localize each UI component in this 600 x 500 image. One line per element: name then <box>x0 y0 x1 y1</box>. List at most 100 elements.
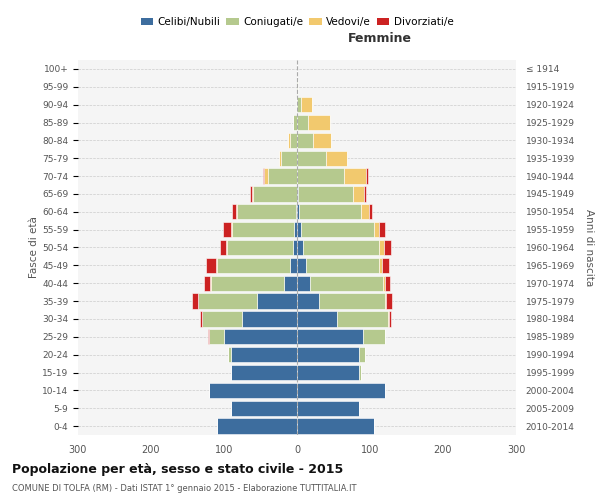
Bar <box>297 329 362 344</box>
Bar <box>200 312 202 326</box>
Bar <box>216 258 217 273</box>
Bar <box>208 329 209 344</box>
Bar <box>232 222 294 237</box>
Bar <box>264 168 268 184</box>
Bar <box>227 240 293 255</box>
Bar <box>364 186 365 202</box>
Bar <box>210 276 211 291</box>
Bar <box>368 204 372 220</box>
Bar <box>293 240 297 255</box>
Bar <box>297 258 306 273</box>
Bar <box>237 204 296 220</box>
Bar <box>296 204 297 220</box>
Bar <box>279 150 280 166</box>
Bar <box>384 240 391 255</box>
Text: COMUNE DI TOLFA (RM) - Dati ISTAT 1° gennaio 2015 - Elaborazione TUTTITALIA.IT: COMUNE DI TOLFA (RM) - Dati ISTAT 1° gen… <box>12 484 356 493</box>
Bar <box>288 133 290 148</box>
Bar <box>232 400 297 416</box>
Bar <box>296 97 297 112</box>
Bar <box>297 133 313 148</box>
Bar <box>232 365 297 380</box>
Bar <box>297 222 301 237</box>
Bar <box>353 186 364 202</box>
Bar <box>198 294 199 308</box>
Bar <box>253 186 297 202</box>
Bar <box>297 204 299 220</box>
Bar <box>257 294 297 308</box>
Bar <box>389 312 391 326</box>
Y-axis label: Fasce di età: Fasce di età <box>29 216 39 278</box>
Bar <box>280 150 281 166</box>
Bar <box>319 294 385 308</box>
Bar <box>303 240 379 255</box>
Bar <box>220 240 226 255</box>
Bar <box>227 347 232 362</box>
Bar <box>290 258 297 273</box>
Bar <box>263 168 264 184</box>
Bar <box>297 383 385 398</box>
Bar <box>232 347 297 362</box>
Bar <box>281 150 297 166</box>
Bar <box>385 276 391 291</box>
Legend: Celibi/Nubili, Coniugati/e, Vedovi/e, Divorziati/e: Celibi/Nubili, Coniugati/e, Vedovi/e, Di… <box>136 12 458 31</box>
Bar <box>297 312 337 326</box>
Bar <box>297 294 319 308</box>
Bar <box>297 115 308 130</box>
Y-axis label: Anni di nascita: Anni di nascita <box>584 209 595 286</box>
Bar <box>224 329 297 344</box>
Bar <box>293 115 297 130</box>
Bar <box>232 204 236 220</box>
Bar <box>374 222 379 237</box>
Bar <box>199 294 257 308</box>
Bar <box>310 276 383 291</box>
Bar <box>359 347 365 362</box>
Bar <box>359 365 361 380</box>
Bar <box>367 168 368 184</box>
Bar <box>386 294 392 308</box>
Bar <box>297 365 359 380</box>
Text: Femmine: Femmine <box>348 32 412 45</box>
Bar <box>297 97 301 112</box>
Bar <box>344 168 367 184</box>
Bar <box>206 258 216 273</box>
Bar <box>301 222 374 237</box>
Bar <box>297 79 298 94</box>
Bar <box>382 258 389 273</box>
Bar <box>202 312 242 326</box>
Bar <box>209 383 297 398</box>
Bar <box>337 312 388 326</box>
Bar <box>223 222 232 237</box>
Bar <box>326 150 347 166</box>
Bar <box>192 294 198 308</box>
Bar <box>383 276 385 291</box>
Bar <box>379 258 382 273</box>
Bar <box>297 347 359 362</box>
Bar <box>290 133 297 148</box>
Text: Popolazione per età, sesso e stato civile - 2015: Popolazione per età, sesso e stato civil… <box>12 462 343 475</box>
Bar <box>250 186 252 202</box>
Bar <box>385 294 386 308</box>
Bar <box>362 329 385 344</box>
Bar <box>294 222 297 237</box>
Bar <box>297 400 359 416</box>
Bar <box>211 276 284 291</box>
Bar <box>361 204 368 220</box>
Bar <box>301 97 311 112</box>
Bar <box>379 240 384 255</box>
Bar <box>388 312 389 326</box>
Bar <box>298 186 353 202</box>
Bar <box>297 418 374 434</box>
Bar <box>284 276 297 291</box>
Bar <box>299 204 361 220</box>
Bar <box>297 186 298 202</box>
Bar <box>204 276 210 291</box>
Bar <box>297 168 344 184</box>
Bar <box>297 276 310 291</box>
Bar <box>217 258 290 273</box>
Bar <box>308 115 330 130</box>
Bar <box>236 204 237 220</box>
Bar <box>209 329 224 344</box>
Bar <box>217 418 297 434</box>
Bar <box>379 222 385 237</box>
Bar <box>226 240 227 255</box>
